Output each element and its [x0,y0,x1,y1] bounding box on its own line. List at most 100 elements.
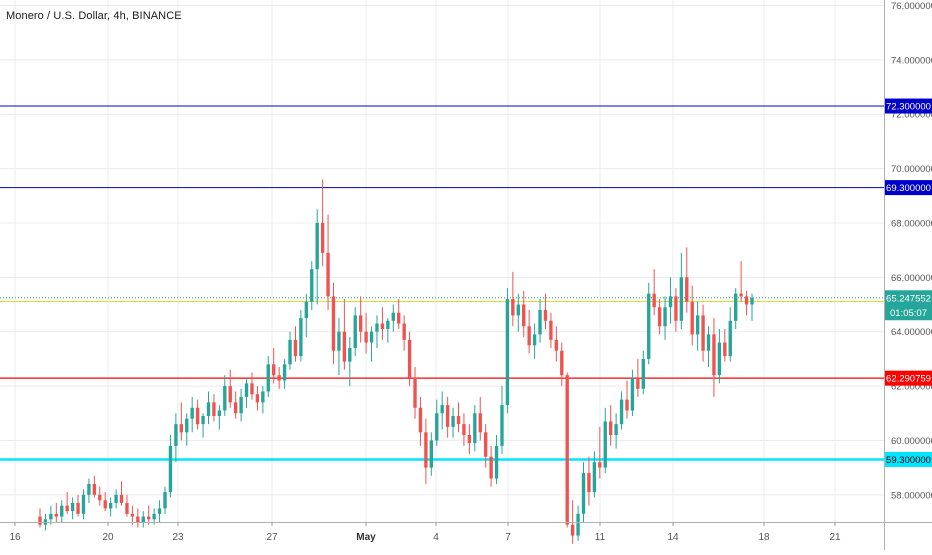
candle [527,310,530,354]
candle-body [609,421,612,435]
candle-body [283,364,286,380]
candle-body [397,313,400,324]
candle-body [218,411,221,416]
candle [598,427,601,479]
candle [310,261,313,310]
candle [38,508,41,527]
candle [631,370,634,416]
candle-body [299,318,302,356]
candle-body [163,492,166,508]
candle [424,419,427,484]
candle [712,318,715,397]
candle [642,351,645,395]
candle [337,318,340,375]
candle [614,413,617,448]
candle [604,408,607,473]
candle [430,432,433,476]
candle [326,215,329,310]
candle [229,370,232,408]
candle-body [402,324,405,340]
candle-body [114,495,117,503]
candle [582,462,585,522]
candle-body [636,378,639,389]
candle-body [604,421,607,467]
y-tick-label: 74.000000 [891,55,932,66]
candle-body [511,299,514,315]
x-tick-label: 20 [102,532,114,543]
candles [38,179,753,543]
candle-body [261,392,264,403]
candle-body [65,506,68,511]
candle-body [185,419,188,433]
candle-body [239,397,242,413]
candle-body [381,324,384,329]
candle [576,506,579,541]
candle-body [457,416,460,424]
candle [506,288,509,413]
candle-body [201,416,204,424]
candle [674,288,677,332]
candle [468,424,471,454]
candle-body [701,315,704,350]
candle [131,506,134,525]
candle-body [93,484,96,495]
candle [495,435,498,484]
candle-body [685,277,688,301]
candle [386,318,389,342]
candle-body [190,408,193,419]
candle-body [718,343,721,376]
price-axis[interactable]: 58.00000060.00000062.00000064.00000066.0… [885,0,932,550]
candle-body [256,394,259,402]
candle-body [234,402,237,413]
candle [397,299,400,329]
candle-body [620,400,623,424]
candle-body [479,413,482,432]
candle-body [332,296,335,350]
candle-body [212,402,215,416]
candle-body [582,473,585,514]
candle [408,332,411,386]
last-price-value: 65.247552 [886,293,931,304]
x-tick-label: 7 [505,532,511,543]
candle [707,326,710,367]
candle-body [745,296,748,304]
candle-body [125,503,128,514]
candle [446,397,449,438]
candle-body [277,375,280,380]
candle-body [392,313,395,321]
candle-body [131,514,134,517]
candle-body [750,298,753,305]
x-tick-label: 23 [172,532,184,543]
y-tick-label: 76.000000 [891,1,932,12]
candle-body [533,334,536,345]
candle-body [354,315,357,348]
candle-body [593,462,596,492]
candle [332,283,335,365]
candle [473,405,476,451]
candle [560,343,563,387]
candle [87,479,90,503]
candle [190,397,193,432]
candle-body [386,321,389,329]
candle-body [674,296,677,320]
candle-body [348,348,351,362]
bar-countdown: 01:05:07 [890,308,927,319]
candle [343,299,346,370]
candle [538,299,541,343]
x-tick-label: 27 [266,532,278,543]
candle [207,392,210,425]
candle-body [272,364,275,375]
candle [441,392,444,430]
candle [701,305,704,362]
candle-body [60,506,63,517]
candle [288,332,291,370]
candle [533,324,536,359]
candle-body [375,324,378,332]
candle [489,446,492,487]
candle [392,305,395,332]
candle [462,413,465,446]
candle-body [180,424,183,432]
